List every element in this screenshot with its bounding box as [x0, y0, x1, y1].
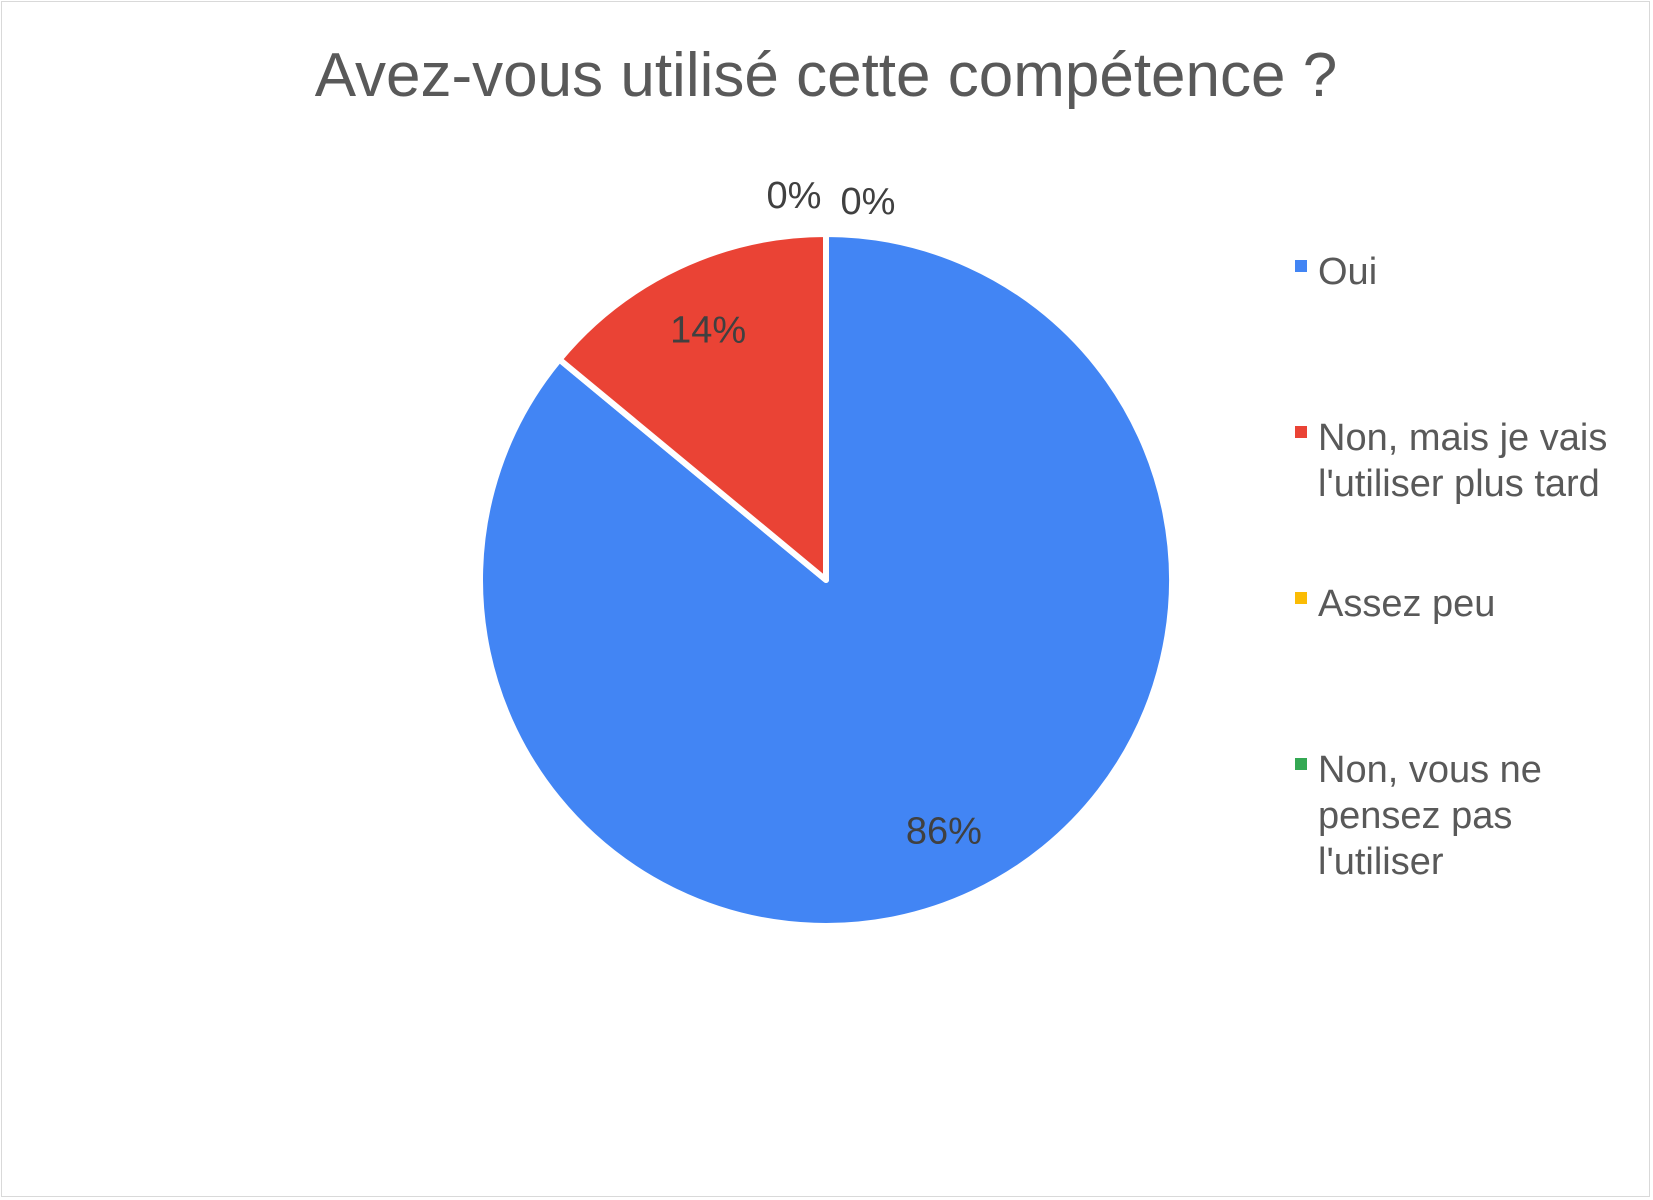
legend-label: Non, mais je vais	[1318, 417, 1607, 459]
legend-label: Assez peu	[1318, 583, 1495, 625]
chart-title: Avez-vous utilisé cette compétence ?	[315, 41, 1337, 110]
legend-label: l'utiliser plus tard	[1318, 463, 1600, 505]
data-label-non-mais-je-vais-l-utiliser-plus-tard: 14%	[670, 310, 746, 352]
legend-swatch	[1295, 592, 1307, 604]
legend-label: Non, vous ne	[1318, 749, 1542, 791]
data-label-assez-peu: 0%	[767, 175, 822, 217]
legend-label: l'utiliser	[1318, 841, 1444, 883]
legend-entry-oui: Oui	[1295, 251, 1377, 293]
legend-label: pensez pas	[1318, 795, 1512, 837]
data-label-oui: 86%	[906, 811, 982, 853]
data-label-non-vous-ne-pensez-pas-l-utiliser: 0%	[841, 181, 896, 223]
legend-swatch	[1295, 260, 1307, 272]
legend-entry-assez-peu: Assez peu	[1295, 583, 1495, 625]
pie-slices	[477, 231, 1175, 929]
legend-swatch	[1295, 426, 1307, 438]
legend-swatch	[1295, 758, 1307, 770]
legend-label: Oui	[1318, 251, 1377, 293]
pie-slice-non-mais-je-vais-l-utiliser-plus-tard	[556, 231, 829, 583]
data-labels: 86% 14% 0% 0%	[670, 175, 982, 853]
